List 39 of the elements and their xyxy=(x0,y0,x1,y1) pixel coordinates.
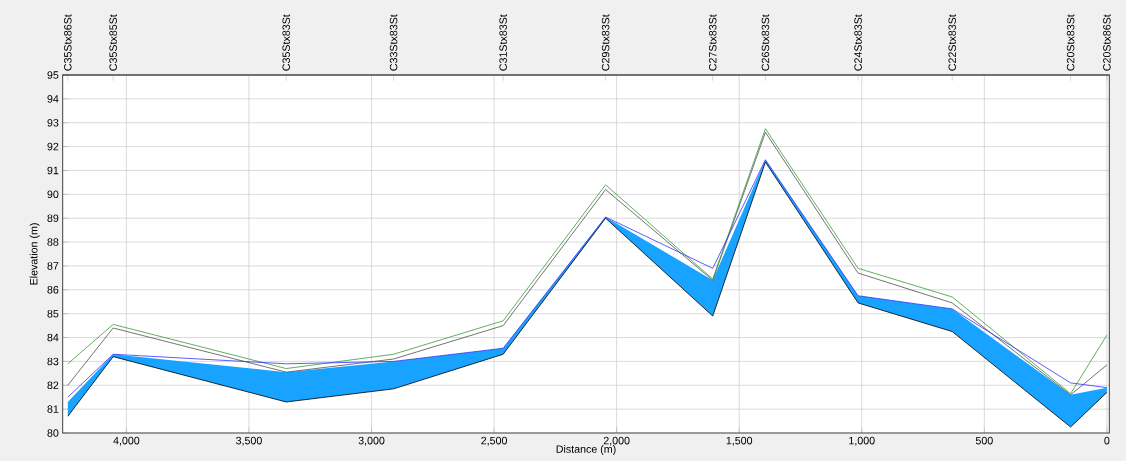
y-tick-label: 83 xyxy=(47,357,59,366)
y-tick-label: 89 xyxy=(47,214,59,222)
y-tick-label: 91 xyxy=(47,166,59,175)
y-tick-label: 93 xyxy=(47,118,59,127)
y-tick-label: 94 xyxy=(47,95,59,103)
y-tick-label: 85 xyxy=(47,309,59,318)
annotation: C24Stx83St xyxy=(854,14,862,71)
x-axis-title: Distance (m) xyxy=(556,445,616,455)
y-tick-label: 87 xyxy=(47,262,59,270)
annotation: C27Stx83St xyxy=(708,14,717,71)
annotation: C35Stx85St xyxy=(109,14,117,71)
annotation: C35Stx86St xyxy=(64,14,72,71)
y-tick-label: 90 xyxy=(47,190,59,199)
x-tick-label: 0 xyxy=(1104,436,1110,445)
x-tick-label: 2,000 xyxy=(603,436,630,446)
x-tick-label: 3,000 xyxy=(358,436,385,446)
y-tick-label: 80 xyxy=(47,429,59,437)
annotation: C33Stx83St xyxy=(389,14,398,71)
y-tick-label: 88 xyxy=(47,238,59,246)
annotation: C31Stx83St xyxy=(499,14,507,71)
annotation: C20Stx83St xyxy=(1066,14,1075,71)
x-tick-label: 500 xyxy=(975,436,993,445)
y-tick-label: 92 xyxy=(47,142,59,151)
y-tick-label: 82 xyxy=(47,381,59,390)
annotation: C29Stx83St xyxy=(601,14,610,71)
annotation: C35Stx83St xyxy=(282,14,290,71)
annotation: C26Stx83St xyxy=(761,14,770,71)
x-tick-label: 2,500 xyxy=(481,436,508,446)
y-tick-label: 95 xyxy=(47,71,59,79)
x-tick-label: 4,000 xyxy=(113,436,140,446)
x-tick-label: 1,500 xyxy=(726,436,753,446)
x-tick-label: 3,500 xyxy=(236,436,262,446)
annotation: C22Stx83St xyxy=(948,14,956,71)
annotation: C20Stx86St xyxy=(1103,14,1111,71)
y-axis-title: Elevation (m) xyxy=(29,223,40,285)
x-tick-label: 1,000 xyxy=(849,436,875,446)
y-tick-label: 86 xyxy=(47,286,59,294)
y-tick-label: 81 xyxy=(47,405,59,413)
y-tick-label: 84 xyxy=(47,333,59,342)
